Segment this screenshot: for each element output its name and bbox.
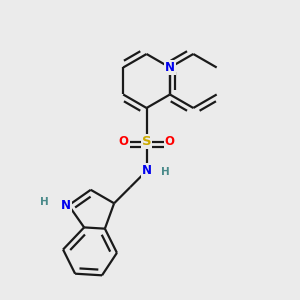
Text: O: O xyxy=(165,135,175,148)
Text: N: N xyxy=(61,199,70,212)
Text: S: S xyxy=(142,135,152,148)
Text: O: O xyxy=(118,135,129,148)
Text: H: H xyxy=(161,167,170,177)
Text: H: H xyxy=(40,197,49,207)
Text: N: N xyxy=(165,61,175,74)
Text: N: N xyxy=(142,164,152,177)
